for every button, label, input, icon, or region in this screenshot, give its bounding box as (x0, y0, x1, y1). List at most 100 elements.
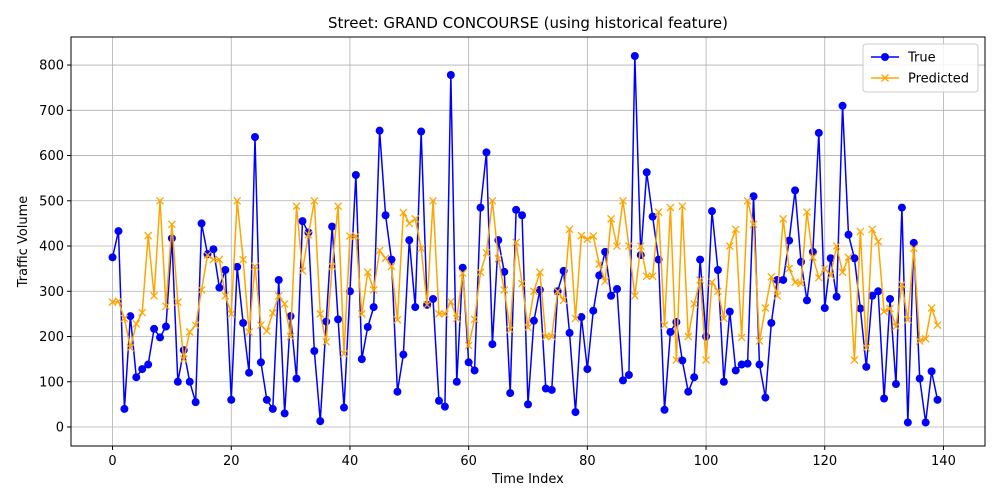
data-point (387, 255, 396, 264)
data-point (268, 309, 277, 317)
data-point (535, 285, 544, 294)
data-point (749, 192, 758, 201)
y-tick-label: 400 (39, 240, 64, 255)
data-point (233, 196, 242, 205)
data-point (791, 278, 800, 287)
data-point (446, 297, 455, 306)
data-point (583, 365, 592, 374)
data-point (779, 275, 788, 284)
data-point (832, 292, 841, 301)
data-point (660, 405, 669, 414)
x-tick-label: 40 (342, 454, 359, 469)
data-point (138, 365, 147, 374)
data-point (340, 349, 348, 358)
data-point (808, 253, 817, 262)
data-point (690, 373, 699, 382)
data-point (120, 404, 129, 413)
data-point (725, 307, 734, 316)
data-point (179, 355, 188, 364)
data-point (500, 267, 509, 276)
data-point (411, 303, 420, 312)
data-point (630, 52, 639, 61)
data-point (856, 304, 865, 313)
data-point (903, 418, 912, 427)
data-point (648, 212, 657, 221)
data-point (221, 266, 230, 275)
data-point (624, 370, 633, 379)
data-point (660, 321, 669, 330)
data-point (850, 254, 859, 263)
data-point (334, 202, 343, 211)
data-point (316, 417, 325, 426)
data-point (559, 296, 568, 305)
data-point (435, 309, 443, 318)
data-point (678, 356, 687, 365)
data-point (150, 324, 159, 333)
data-point (773, 291, 782, 300)
data-point (684, 332, 693, 341)
data-point (802, 208, 811, 217)
data-point (340, 403, 349, 412)
data-point (708, 278, 716, 287)
data-point (363, 268, 372, 277)
data-point (298, 217, 307, 226)
data-point (375, 126, 384, 135)
data-point (126, 312, 135, 321)
data-point (399, 208, 408, 217)
legend-marker (881, 74, 889, 82)
y-tick-label: 300 (39, 285, 64, 300)
data-point (814, 128, 823, 137)
data-point (933, 395, 942, 404)
data-point (850, 356, 859, 364)
legend: True Predicted (862, 43, 979, 93)
data-point (357, 309, 366, 318)
data-point (880, 307, 889, 316)
data-point (613, 285, 622, 294)
data-point (488, 340, 497, 349)
data-point (197, 285, 206, 294)
data-point (518, 211, 527, 220)
data-point (838, 101, 847, 110)
data-point (132, 319, 141, 328)
data-point (162, 302, 170, 311)
data-point (524, 400, 532, 409)
data-point (375, 246, 384, 255)
data-point (274, 291, 283, 300)
data-point (161, 322, 170, 331)
data-point (191, 321, 200, 330)
data-point (619, 196, 627, 205)
data-point (494, 254, 503, 263)
data-point (785, 236, 794, 245)
data-point (547, 332, 556, 341)
data-point (529, 287, 538, 296)
data-point (642, 272, 651, 281)
data-point (256, 321, 265, 330)
data-point (482, 248, 491, 257)
data-point (868, 225, 877, 234)
data-point (363, 323, 372, 332)
data-point (417, 127, 426, 136)
data-point (381, 211, 390, 220)
data-point (897, 203, 906, 212)
data-point (719, 314, 728, 323)
data-point (909, 238, 918, 247)
data-point (274, 275, 283, 284)
data-point (156, 333, 165, 342)
data-point (322, 317, 331, 326)
x-tick-label: 20 (223, 454, 240, 469)
legend-label: True (907, 51, 936, 66)
data-point (132, 373, 141, 382)
y-tick-label: 100 (39, 375, 64, 390)
data-point (654, 208, 663, 217)
data-point (844, 253, 853, 262)
data-point (749, 220, 758, 229)
data-point (470, 366, 479, 375)
data-point (666, 203, 675, 212)
data-point (429, 294, 438, 303)
data-point (464, 358, 473, 367)
data-point (731, 366, 740, 375)
data-point (868, 291, 877, 300)
data-point (227, 395, 236, 404)
data-point (440, 402, 449, 411)
data-point (298, 266, 307, 275)
